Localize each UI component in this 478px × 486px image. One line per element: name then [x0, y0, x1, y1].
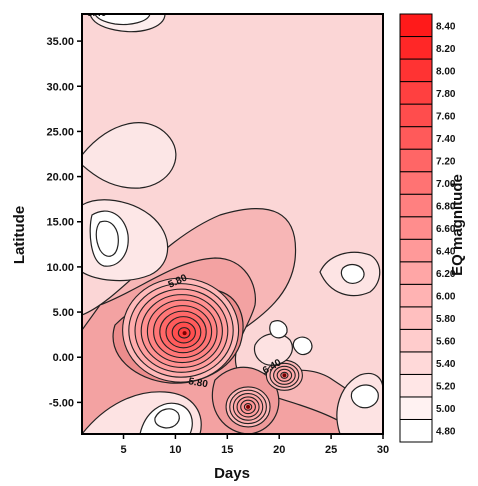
- low-region: [94, 14, 151, 26]
- colorbar-tick-label: 6.80: [436, 201, 456, 212]
- colorbar-tick-label: 6.60: [436, 224, 456, 235]
- y-tick-label: 15.00: [46, 217, 74, 229]
- colorbar-tick-label: 5.40: [436, 359, 456, 370]
- colorbar-cell: [399, 306, 433, 330]
- low-region: [269, 320, 288, 339]
- y-tick-label: 30.00: [46, 81, 74, 93]
- colorbar-cell: [399, 216, 433, 240]
- peak-contours: [265, 359, 303, 391]
- colorbar-tick-label: 5.60: [436, 337, 456, 348]
- colorbar-tick-label: 8.00: [436, 66, 456, 77]
- colorbar-label: EQ magnitude: [449, 174, 466, 276]
- low-region: [95, 220, 119, 257]
- colorbar: 4.80 5.00 5.20 5.40 5.60 5.80 6.00 6.20 6.40 6.60…: [399, 13, 456, 443]
- peak-contours: [122, 277, 240, 383]
- colorbar-cell: [399, 328, 433, 353]
- low-region: [340, 263, 365, 285]
- x-tick-label: 5: [120, 444, 126, 456]
- x-tick-label: 25: [325, 444, 337, 456]
- colorbar-cell: [399, 103, 433, 128]
- colorbar-cell: [399, 351, 433, 375]
- x-tick-label: 20: [273, 444, 285, 456]
- colorbar-cell: [399, 193, 433, 218]
- colorbar-cell: [399, 36, 433, 60]
- colorbar-cell: [399, 126, 433, 150]
- colorbar-tick-label: 5.20: [436, 382, 456, 393]
- colorbar-cell: [399, 396, 433, 420]
- colorbar-tick-label: 7.80: [436, 89, 456, 100]
- y-axis-ticks: -5.00 0.00 5.00 10.00 15.00 20.00 25.00 30.00 35…: [46, 36, 82, 409]
- colorbar-cell: [399, 418, 433, 443]
- x-tick-label: 15: [221, 444, 233, 456]
- peak-center: [282, 373, 287, 378]
- contour-label: 5.80: [187, 376, 209, 390]
- y-tick-label: 25.00: [46, 126, 74, 138]
- colorbar-cell: [399, 148, 433, 173]
- low-region: [350, 384, 379, 409]
- low-region: [292, 336, 313, 356]
- peak-center: [246, 404, 251, 409]
- colorbar-cell: [399, 58, 433, 83]
- y-tick-label: 10.00: [46, 262, 74, 274]
- y-tick-label: 20.00: [46, 172, 74, 184]
- colorbar-tick-label: 7.40: [436, 134, 456, 145]
- colorbar-tick-label: 6.20: [436, 269, 456, 280]
- colorbar-tick-label: 6.00: [436, 292, 456, 303]
- peak-center: [182, 331, 187, 336]
- colorbar-tick-label: 6.40: [436, 247, 456, 258]
- colorbar-tick-label: 8.20: [436, 44, 456, 55]
- colorbar-cell: [399, 261, 433, 285]
- x-axis-label: Days: [214, 465, 250, 482]
- colorbar-tick-label: 5.80: [436, 314, 456, 325]
- colorbar-cell: [399, 238, 433, 263]
- colorbar-tick-label: 4.80: [436, 427, 456, 438]
- x-tick-label: 30: [377, 444, 389, 456]
- colorbar-cell: [399, 13, 433, 38]
- colorbar-cell: [399, 171, 433, 195]
- y-tick-label: 35.00: [46, 36, 74, 48]
- y-tick-label: 0.00: [53, 352, 74, 364]
- plot-frame: [81, 13, 384, 435]
- colorbar-tick-label: 7.00: [436, 179, 456, 190]
- contour-label: 5.40: [87, 8, 107, 19]
- colorbar-cell: [399, 283, 433, 308]
- colorbar-tick-label: 7.20: [436, 156, 456, 167]
- low-region: [82, 122, 177, 189]
- colorbar-tick-label: 7.60: [436, 111, 456, 122]
- y-tick-label: 5.00: [53, 307, 74, 319]
- colorbar-cell: [399, 81, 433, 105]
- colorbar-tick-label: 8.40: [436, 21, 456, 32]
- x-axis-ticks: 5 10 15 20 25 30: [120, 434, 389, 456]
- peak-contours: [225, 386, 271, 428]
- low-region: [154, 408, 180, 429]
- colorbar-cell: [399, 373, 433, 398]
- x-tick-label: 10: [169, 444, 181, 456]
- colorbar-tick-label: 5.00: [436, 404, 456, 415]
- y-tick-label: -5.00: [49, 397, 74, 409]
- y-axis-label: Latitude: [11, 206, 28, 264]
- plot-area: 5.80 5.80 6.40 5.40: [82, 8, 383, 434]
